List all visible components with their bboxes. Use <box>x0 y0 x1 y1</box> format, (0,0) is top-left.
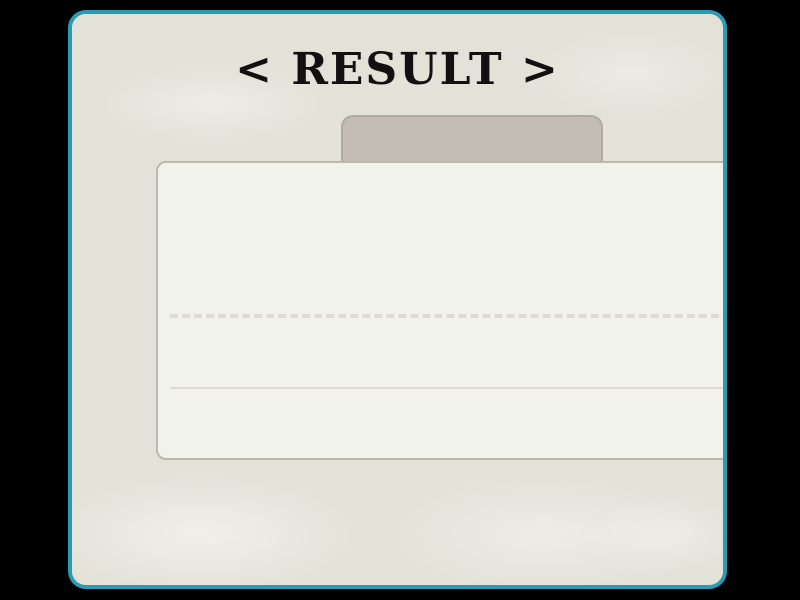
result-dialog: < RESULT > <box>68 10 727 589</box>
bottom-button-area <box>157 469 723 585</box>
dashed-divider <box>170 314 723 318</box>
result-panel <box>156 161 723 460</box>
result-title: < RESULT > <box>235 44 560 95</box>
solid-divider <box>170 387 723 389</box>
